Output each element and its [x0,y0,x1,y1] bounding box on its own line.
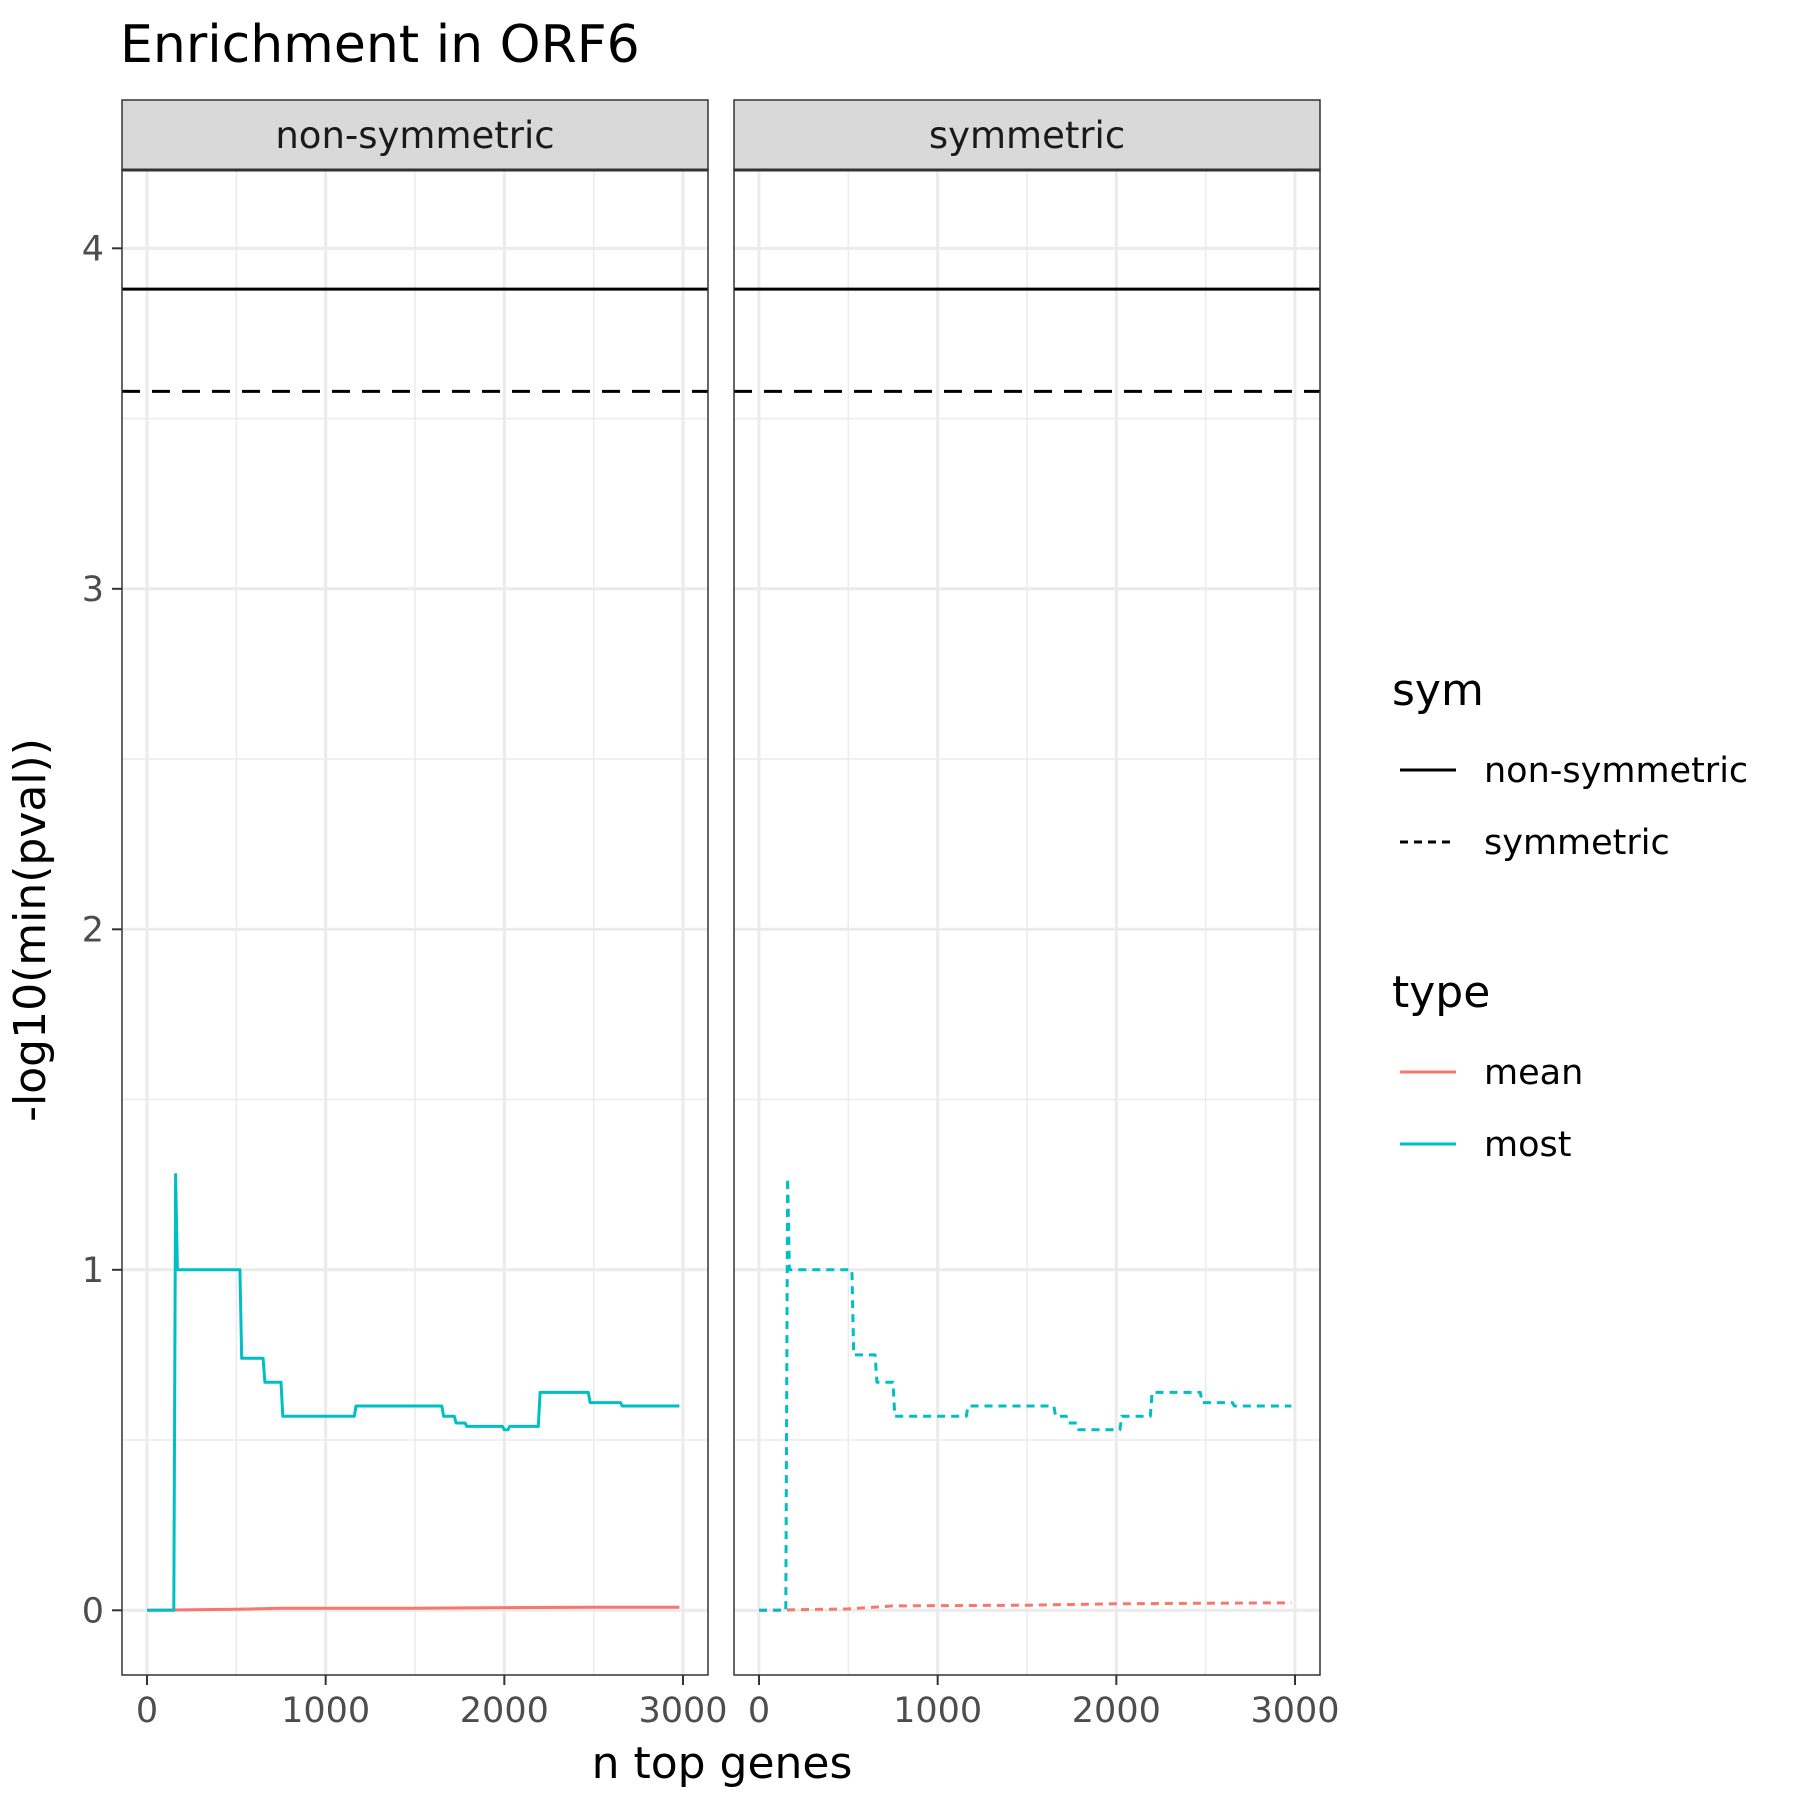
x-tick-label: 3000 [638,1691,727,1731]
facet-panel-symmetric: symmetric 0 1000 2000 3000 [733,99,1340,1731]
y-tick-label: 4 [82,229,104,269]
series-line-most-non-symmetric [147,1173,680,1612]
facet-strip-label: symmetric [929,114,1125,157]
y-tick-label: 3 [82,570,104,610]
series-line-mean-non-symmetric [146,1605,680,1612]
legend-label-sym-symmetric: symmetric [1484,823,1670,863]
y-tick-label: 1 [82,1251,104,1291]
x-tick-label: 2000 [1072,1691,1161,1731]
legend-label-sym-non-symmetric: non-symmetric [1484,751,1748,791]
y-axis-title: -log10(min(pval)) [5,738,56,1122]
x-tick-label: 1000 [893,1691,982,1731]
facet-strip [121,99,709,171]
x-axis-title: n top genes [592,1738,853,1789]
x-tick-label: 0 [748,1691,770,1731]
facet-strip-label: non-symmetric [275,114,554,157]
facet-panel-non-symmetric: non-symmetric 0 1000 2000 3000 0 1 2 3 4 [82,99,728,1731]
y-tick-label: 2 [82,910,104,950]
series-line-most-symmetric [759,1176,1292,1612]
facet-panels: non-symmetric 0 1000 2000 3000 0 1 2 3 4 symmetric… [82,99,1340,1731]
facet-strip [733,99,1321,171]
x-tick-label: 1000 [281,1691,370,1731]
x-tick-label: 2000 [460,1691,549,1731]
x-tick-label: 3000 [1250,1691,1339,1731]
legend-label-type-mean: mean [1484,1053,1583,1093]
legend-title-sym: sym [1392,665,1484,716]
series-line-mean-symmetric [758,1601,1292,1612]
legend-title-type: type [1392,967,1490,1018]
x-tick-label: 0 [136,1691,158,1731]
y-tick-label: 0 [82,1591,104,1631]
legend-label-type-most: most [1484,1125,1571,1165]
chart-title: Enrichment in ORF6 [120,15,640,75]
